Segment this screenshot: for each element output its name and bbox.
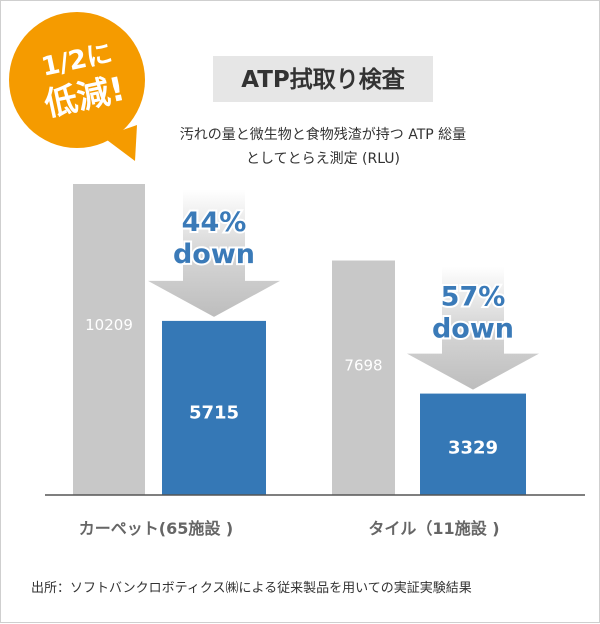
- source-note: 出所：ソフトバンクロボティクス㈱による従来製品を用いての実証実験結果: [31, 580, 472, 596]
- reduction-badge: 1/2に 低減!: [9, 12, 145, 161]
- bar-after-carpet: [162, 320, 266, 495]
- chart-subtitle-line-1: 汚れの量と微生物と食物残渣が持つ ATP 総量: [180, 126, 466, 143]
- title-box: [213, 56, 433, 102]
- chart-title: ATP拭取り検査: [241, 67, 405, 93]
- bar-after-label-carpet: 5715: [189, 402, 239, 423]
- badge-circle: [9, 12, 145, 148]
- reduction-word-tile: down: [432, 314, 514, 345]
- bar-before-label-carpet: 10209: [85, 316, 133, 334]
- bar-after-tile: [420, 393, 526, 495]
- badge-pointer: [103, 125, 137, 161]
- reduction-arrow-tile: [407, 266, 539, 390]
- reduction-word-carpet: down: [173, 239, 255, 270]
- chart-subtitle-line-2: としてとらえ測定 (RLU): [246, 151, 400, 167]
- bar-before-carpet: [73, 184, 145, 495]
- reduction-percent-tile: 57%: [441, 282, 506, 313]
- reduction-percent-carpet: 44%: [182, 207, 247, 238]
- category-label-tile: タイル（11施設 ): [368, 519, 499, 538]
- category-label-carpet: カーペット(65施設 ): [79, 519, 233, 538]
- reduction-arrow-carpet: [148, 190, 280, 317]
- bar-before-tile: [332, 260, 395, 495]
- bar-before-label-tile: 7698: [344, 357, 382, 375]
- bar-after-label-tile: 3329: [448, 437, 498, 458]
